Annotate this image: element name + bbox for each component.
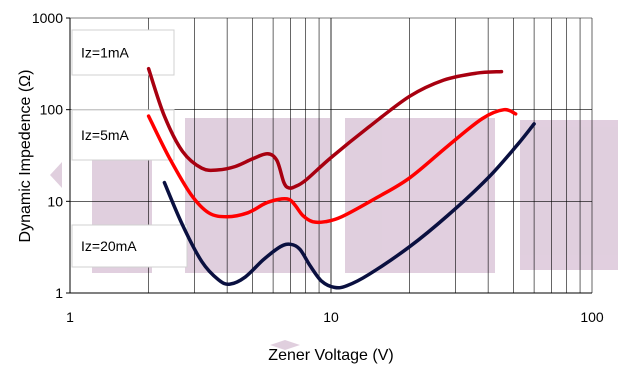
series-label-boxes: Iz=1mA Iz=5mA Iz=20mA xyxy=(71,29,188,268)
series-line xyxy=(146,107,518,225)
x-tick-label: 1 xyxy=(66,309,74,325)
y-tick-label: 10 xyxy=(47,193,63,209)
series-label-box xyxy=(71,224,188,268)
y-tick-label: 100 xyxy=(40,102,64,118)
y-tick-label: 1 xyxy=(55,285,63,301)
series-label: Iz=20mA xyxy=(81,238,137,254)
x-axis-title: Zener Voltage (V) xyxy=(268,347,393,364)
series-lines xyxy=(146,66,536,290)
x-tick-label: 10 xyxy=(323,309,339,325)
series-label: Iz=1mA xyxy=(81,45,130,61)
series-line xyxy=(162,122,536,290)
y-axis-title: Dynamic Impedence (Ω) xyxy=(17,70,34,243)
x-tick-label: 100 xyxy=(580,309,604,325)
series-line xyxy=(146,66,504,190)
axes xyxy=(66,17,592,294)
series-label-box xyxy=(71,29,175,76)
y-tick-label: 1000 xyxy=(32,10,63,26)
series-label: Iz=5mA xyxy=(81,127,130,143)
tick-labels: 1 10 100 1 10 100 1000 xyxy=(32,10,604,325)
